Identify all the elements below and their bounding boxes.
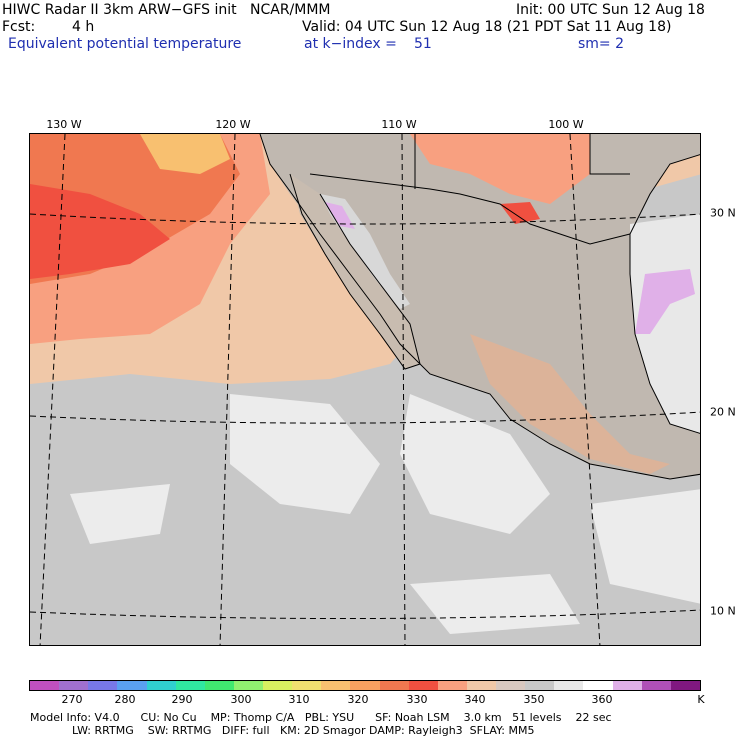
colorbar-swatch: [204, 681, 234, 690]
plot-title: HIWC Radar II 3km ARW−GFS init NCAR/MMM: [2, 2, 331, 18]
parallel-20n: [30, 411, 700, 424]
init-time: Init: 00 UTC Sun 12 Aug 18: [516, 2, 705, 18]
colorbar-swatch: [59, 681, 89, 690]
ocean-white-patch-4: [590, 489, 700, 604]
yellow-warm-region: [140, 134, 230, 174]
mexico-warm-patches: [470, 334, 670, 474]
ocean-white-patch-3: [70, 484, 170, 544]
gulf-purple-spot: [325, 202, 355, 229]
lat-label-30n: 30 N: [710, 206, 736, 220]
us-warm-region: [410, 134, 590, 204]
state-borders: [414, 134, 630, 189]
lat-label-10n: 10 N: [710, 604, 736, 618]
gulf-purple-region: [635, 269, 695, 334]
level-label: at k−index =: [304, 36, 397, 52]
colorbar-swatch: [30, 681, 60, 690]
colorbar-tick-label: 300: [230, 693, 252, 706]
texas-warm-spot: [500, 202, 540, 224]
forecast-hour: 4 h: [72, 19, 95, 35]
colorbar-swatch: [321, 681, 351, 690]
colorbar-tick-label: 360: [591, 693, 613, 706]
colorbar-swatch: [583, 681, 613, 690]
ocean-white-patch-2: [400, 394, 550, 534]
parallel-10n: [30, 609, 700, 620]
us-mexico-border: [309, 173, 631, 245]
land-mass: [260, 134, 700, 479]
map-panel: [29, 133, 701, 646]
colorbar-swatch: [175, 681, 205, 690]
meridian-110w: [401, 134, 406, 645]
lon-label-120w: 120 W: [215, 118, 251, 131]
valid-time: Valid: 04 UTC Sun 12 Aug 18 (21 PDT Sat …: [302, 19, 672, 35]
ocean-white-patch-1: [230, 394, 380, 514]
colorbar-swatch: [612, 681, 642, 690]
lat-label-20n: 20 N: [710, 405, 736, 419]
colorbar-swatch: [554, 681, 584, 690]
colorbar-tick-label: 320: [347, 693, 369, 706]
colorbar-tick-label: 330: [406, 693, 428, 706]
colorbar: [29, 680, 701, 691]
colorbar-swatch: [408, 681, 438, 690]
baja-coastline: [289, 173, 421, 370]
colorbar-swatch: [496, 681, 526, 690]
baja-peninsula: [290, 174, 420, 369]
colorbar-unit: K: [697, 693, 705, 706]
level-value: 51: [414, 36, 432, 52]
colorbar-tick-label: 350: [523, 693, 545, 706]
colorbar-swatch: [525, 681, 555, 690]
graticule: [30, 134, 700, 645]
colorbar-swatch: [641, 681, 671, 690]
colorbar-swatch: [233, 681, 263, 690]
lon-label-100w: 100 W: [548, 118, 584, 131]
parallel-30n: [30, 213, 700, 225]
gulf-of-mexico: [630, 214, 700, 434]
model-info-line1: Model Info: V4.0 CU: No Cu MP: Thomp C/A…: [30, 711, 612, 724]
meridian-100w: [569, 134, 601, 645]
colorbar-swatch: [437, 681, 467, 690]
colorbar-swatch: [88, 681, 118, 690]
model-info-line2: LW: RRTMG SW: RRTMG DIFF: full KM: 2D Sm…: [30, 724, 535, 737]
colorbar-tick-label: 340: [464, 693, 486, 706]
forecast-label: Fcst:: [2, 19, 36, 35]
colorbar-tick-label: 310: [288, 693, 310, 706]
colorbar-tick-label: 290: [171, 693, 193, 706]
smoothing-label: sm= 2: [578, 36, 625, 52]
map-canvas: [30, 134, 700, 645]
red-region: [30, 184, 170, 279]
ocean-white-patch-5: [410, 574, 580, 634]
lon-label-130w: 130 W: [46, 118, 82, 131]
colorbar-swatch: [670, 681, 700, 690]
meridian-130w: [39, 134, 66, 645]
colorbar-swatch: [263, 681, 293, 690]
meridian-120w: [219, 134, 236, 645]
colorbar-tick-label: 280: [114, 693, 136, 706]
colorbar-swatch: [146, 681, 176, 690]
colorbar-swatch: [117, 681, 147, 690]
gulf-coastline: [629, 154, 700, 434]
colorbar-swatch: [350, 681, 380, 690]
lon-label-110w: 110 W: [381, 118, 417, 131]
field-name: Equivalent potential temperature: [8, 36, 242, 52]
colorbar-swatch: [466, 681, 496, 690]
colorbar-swatch: [292, 681, 322, 690]
colorbar-swatch: [379, 681, 409, 690]
colorbar-tick-label: 270: [61, 693, 83, 706]
colorbar-labels: 270 280 290 300 310 320 330 340 350 360 …: [29, 693, 705, 707]
pacific-coastline: [259, 134, 700, 480]
